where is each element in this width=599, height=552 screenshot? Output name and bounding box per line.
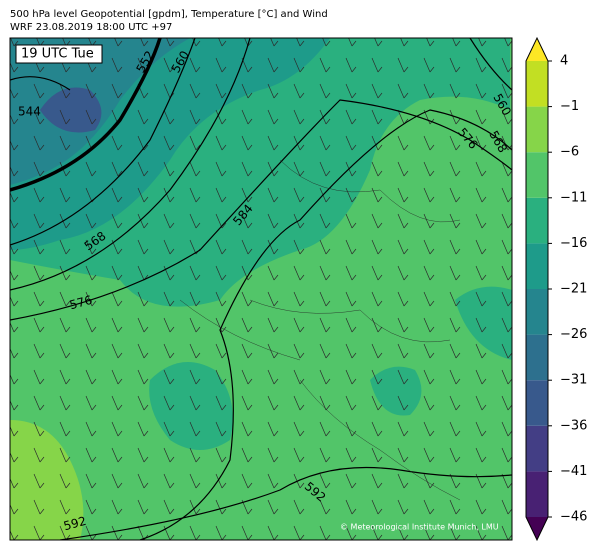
colorbar-tick-label: −16: [560, 236, 587, 251]
time-box: [15, 44, 103, 64]
colorbar-tick-label: −31: [560, 373, 587, 388]
colorbar-band: [526, 425, 548, 472]
colorbar-band: [526, 471, 548, 517]
map-frame: [9, 37, 513, 541]
colorbar-end: [526, 517, 548, 540]
contour-label: 544: [18, 105, 41, 119]
colorbar-band: [526, 289, 548, 335]
title: 500 hPa level Geopotential [gpdm], Tempe…: [10, 9, 328, 20]
colorbar-band: [526, 197, 548, 244]
colorbar-tick-label: −6: [560, 145, 579, 160]
colorbar-tick-label: −21: [560, 282, 587, 297]
colorbar-band: [526, 106, 548, 153]
colorbar-tick-label: −46: [560, 510, 587, 525]
colorbar-tick-label: −36: [560, 418, 587, 433]
colorbar-band: [526, 61, 548, 107]
colorbar-band: [526, 334, 548, 381]
colorbar-tick-label: −26: [560, 327, 587, 342]
contour-label: 592: [62, 514, 88, 533]
colorbar-tick-label: −41: [560, 464, 587, 479]
colorbar-band: [526, 152, 548, 198]
map: [10, 38, 512, 540]
time-label: 19 UTC Tue: [21, 47, 94, 62]
contour-label: 576: [68, 293, 94, 312]
colorbar-end: [526, 38, 548, 61]
colorbar-band: [526, 380, 548, 426]
colorbar-tick-label: 4: [560, 54, 568, 69]
colorbar-band: [526, 243, 548, 289]
credit: © Meteorological Institute Munich, LMU: [340, 523, 499, 532]
colorbar-tick-label: −1: [560, 99, 579, 114]
subtitle: WRF 23.08.2019 18:00 UTC +97: [10, 22, 172, 33]
colorbar: 4 −1 −6 −11 −16 −21 −26 −31 −36 −41 −46: [525, 36, 587, 542]
colorbar-tick-label: −11: [560, 190, 587, 205]
